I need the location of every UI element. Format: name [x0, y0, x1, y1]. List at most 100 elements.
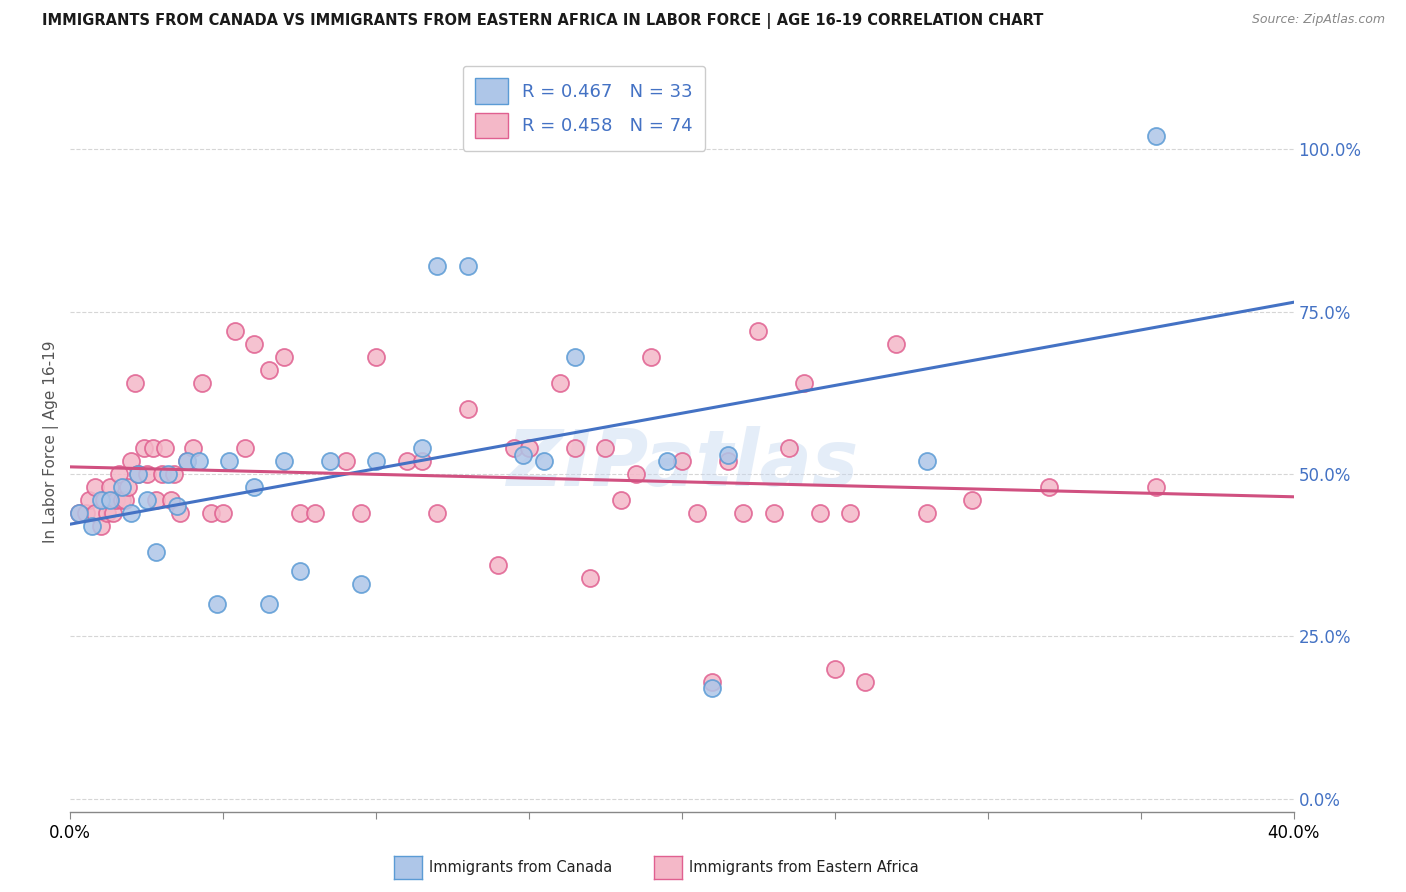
- Point: [111, 493, 134, 508]
- Point: [90, 493, 112, 508]
- Point: [671, 454, 693, 468]
- Point: [163, 467, 186, 481]
- Point: [640, 350, 662, 364]
- Point: [98, 493, 121, 508]
- Point: [411, 454, 433, 468]
- Point: [426, 259, 449, 273]
- Point: [181, 441, 204, 455]
- Point: [75, 506, 97, 520]
- Point: [624, 467, 647, 481]
- Point: [855, 674, 877, 689]
- Point: [747, 324, 769, 338]
- Point: [1144, 129, 1167, 144]
- Point: [169, 506, 191, 520]
- Point: [733, 506, 755, 520]
- Point: [778, 441, 800, 455]
- Point: [655, 454, 678, 468]
- Point: [366, 350, 388, 364]
- Point: [77, 493, 100, 508]
- Point: [166, 500, 188, 514]
- Point: [702, 674, 724, 689]
- Point: [121, 506, 143, 520]
- Point: [304, 506, 326, 520]
- Point: [243, 337, 266, 351]
- Point: [1038, 480, 1060, 494]
- Point: [717, 448, 740, 462]
- Text: Immigrants from Canada: Immigrants from Canada: [429, 861, 612, 875]
- Point: [218, 454, 240, 468]
- Point: [111, 480, 134, 494]
- Point: [962, 493, 984, 508]
- Point: [108, 467, 131, 481]
- Point: [157, 467, 180, 481]
- Point: [533, 454, 555, 468]
- Point: [915, 454, 938, 468]
- Point: [350, 577, 373, 591]
- Point: [335, 454, 357, 468]
- Legend: R = 0.467   N = 33, R = 0.458   N = 74: R = 0.467 N = 33, R = 0.458 N = 74: [463, 66, 706, 151]
- Point: [191, 376, 214, 390]
- Point: [702, 681, 724, 696]
- Point: [176, 454, 198, 468]
- Point: [793, 376, 815, 390]
- Point: [884, 337, 907, 351]
- Point: [135, 493, 157, 508]
- Point: [395, 454, 418, 468]
- Point: [80, 519, 103, 533]
- Point: [142, 441, 165, 455]
- Point: [273, 454, 295, 468]
- Point: [824, 662, 846, 676]
- Point: [101, 506, 124, 520]
- Point: [915, 506, 938, 520]
- Point: [90, 519, 112, 533]
- Point: [457, 402, 479, 417]
- Point: [212, 506, 235, 520]
- Point: [93, 493, 115, 508]
- Text: Source: ZipAtlas.com: Source: ZipAtlas.com: [1251, 13, 1385, 27]
- Point: [83, 506, 105, 520]
- Point: [288, 506, 311, 520]
- Point: [257, 597, 280, 611]
- Point: [411, 441, 433, 455]
- Text: Immigrants from Eastern Africa: Immigrants from Eastern Africa: [689, 861, 918, 875]
- Point: [205, 597, 228, 611]
- Point: [117, 480, 139, 494]
- Point: [564, 441, 586, 455]
- Point: [502, 441, 524, 455]
- Point: [145, 545, 167, 559]
- Point: [127, 467, 149, 481]
- Point: [257, 363, 280, 377]
- Text: ZIPatlas: ZIPatlas: [506, 425, 858, 502]
- Point: [132, 441, 155, 455]
- Point: [243, 480, 266, 494]
- Point: [686, 506, 709, 520]
- Point: [457, 259, 479, 273]
- Point: [512, 448, 534, 462]
- Point: [579, 571, 602, 585]
- Point: [160, 493, 183, 508]
- Point: [350, 506, 373, 520]
- Point: [426, 506, 449, 520]
- Point: [145, 493, 167, 508]
- Point: [150, 467, 173, 481]
- Point: [717, 454, 740, 468]
- Point: [839, 506, 862, 520]
- Point: [69, 506, 91, 520]
- Point: [224, 324, 246, 338]
- Point: [762, 506, 785, 520]
- Point: [366, 454, 388, 468]
- Point: [1144, 480, 1167, 494]
- Point: [105, 493, 128, 508]
- Point: [114, 493, 136, 508]
- Point: [135, 467, 157, 481]
- Point: [595, 441, 617, 455]
- Point: [121, 454, 143, 468]
- Point: [153, 441, 176, 455]
- Point: [187, 454, 209, 468]
- Point: [488, 558, 510, 572]
- Point: [176, 454, 198, 468]
- Point: [273, 350, 295, 364]
- Point: [319, 454, 342, 468]
- Point: [517, 441, 540, 455]
- Text: IMMIGRANTS FROM CANADA VS IMMIGRANTS FROM EASTERN AFRICA IN LABOR FORCE | AGE 16: IMMIGRANTS FROM CANADA VS IMMIGRANTS FRO…: [42, 13, 1043, 29]
